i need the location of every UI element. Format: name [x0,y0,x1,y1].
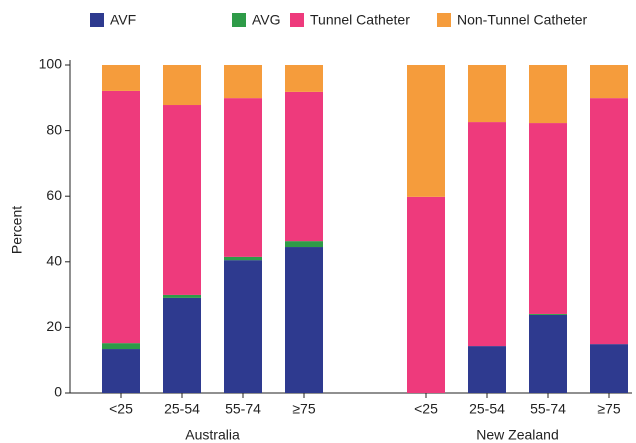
bar-segment [590,98,628,345]
bar-segment [163,65,201,106]
bar-segment [224,65,262,99]
y-tick-label: 80 [46,121,62,137]
bar-segment [468,122,506,347]
y-axis-label: Percent [9,206,25,254]
bar-segment [529,314,567,393]
group-label: New Zealand [476,427,559,443]
bar-segment [468,65,506,123]
x-tick-label: ≥75 [292,401,315,417]
bar-segment [407,65,445,197]
x-tick-label: 55-74 [225,401,261,417]
legend-label: AVF [110,12,136,28]
x-tick-label: ≥75 [597,401,620,417]
y-tick-label: 0 [54,384,62,400]
bar-segment [529,313,567,315]
y-tick-label: 20 [46,318,62,334]
bar-segment [224,256,262,261]
bar-segment [163,294,201,298]
legend-swatch [437,13,451,27]
bar-segment [163,105,201,295]
x-tick-label: <25 [109,401,133,417]
y-tick-label: 100 [39,56,63,72]
bar-segment [102,90,140,344]
x-tick-label: 25-54 [469,401,505,417]
bar-segment [468,346,506,393]
bar-segment [102,343,140,350]
bar-segment [285,91,323,242]
legend-swatch [290,13,304,27]
legend-swatch [232,13,246,27]
bar-segment [102,349,140,393]
bar-segment [102,65,140,91]
bar-segment [590,65,628,99]
bar-segment [529,65,567,124]
bar-segment [407,196,445,393]
bar-segment [224,98,262,257]
legend-label: Non-Tunnel Catheter [457,12,588,28]
bar-segment [285,65,323,92]
bar-segment [285,241,323,248]
y-tick-label: 60 [46,187,62,203]
bar-segment [529,123,567,314]
bar-segment [590,344,628,393]
bar-segment [224,260,262,393]
bar-segment [285,247,323,393]
bar-segment [163,297,201,393]
legend-swatch [90,13,104,27]
y-tick-label: 40 [46,253,62,269]
group-label: Australia [185,427,240,443]
legend-label: Tunnel Catheter [310,12,410,28]
x-tick-label: 25-54 [164,401,200,417]
x-tick-label: 55-74 [530,401,566,417]
x-tick-label: <25 [414,401,438,417]
legend-label: AVG [252,12,281,28]
